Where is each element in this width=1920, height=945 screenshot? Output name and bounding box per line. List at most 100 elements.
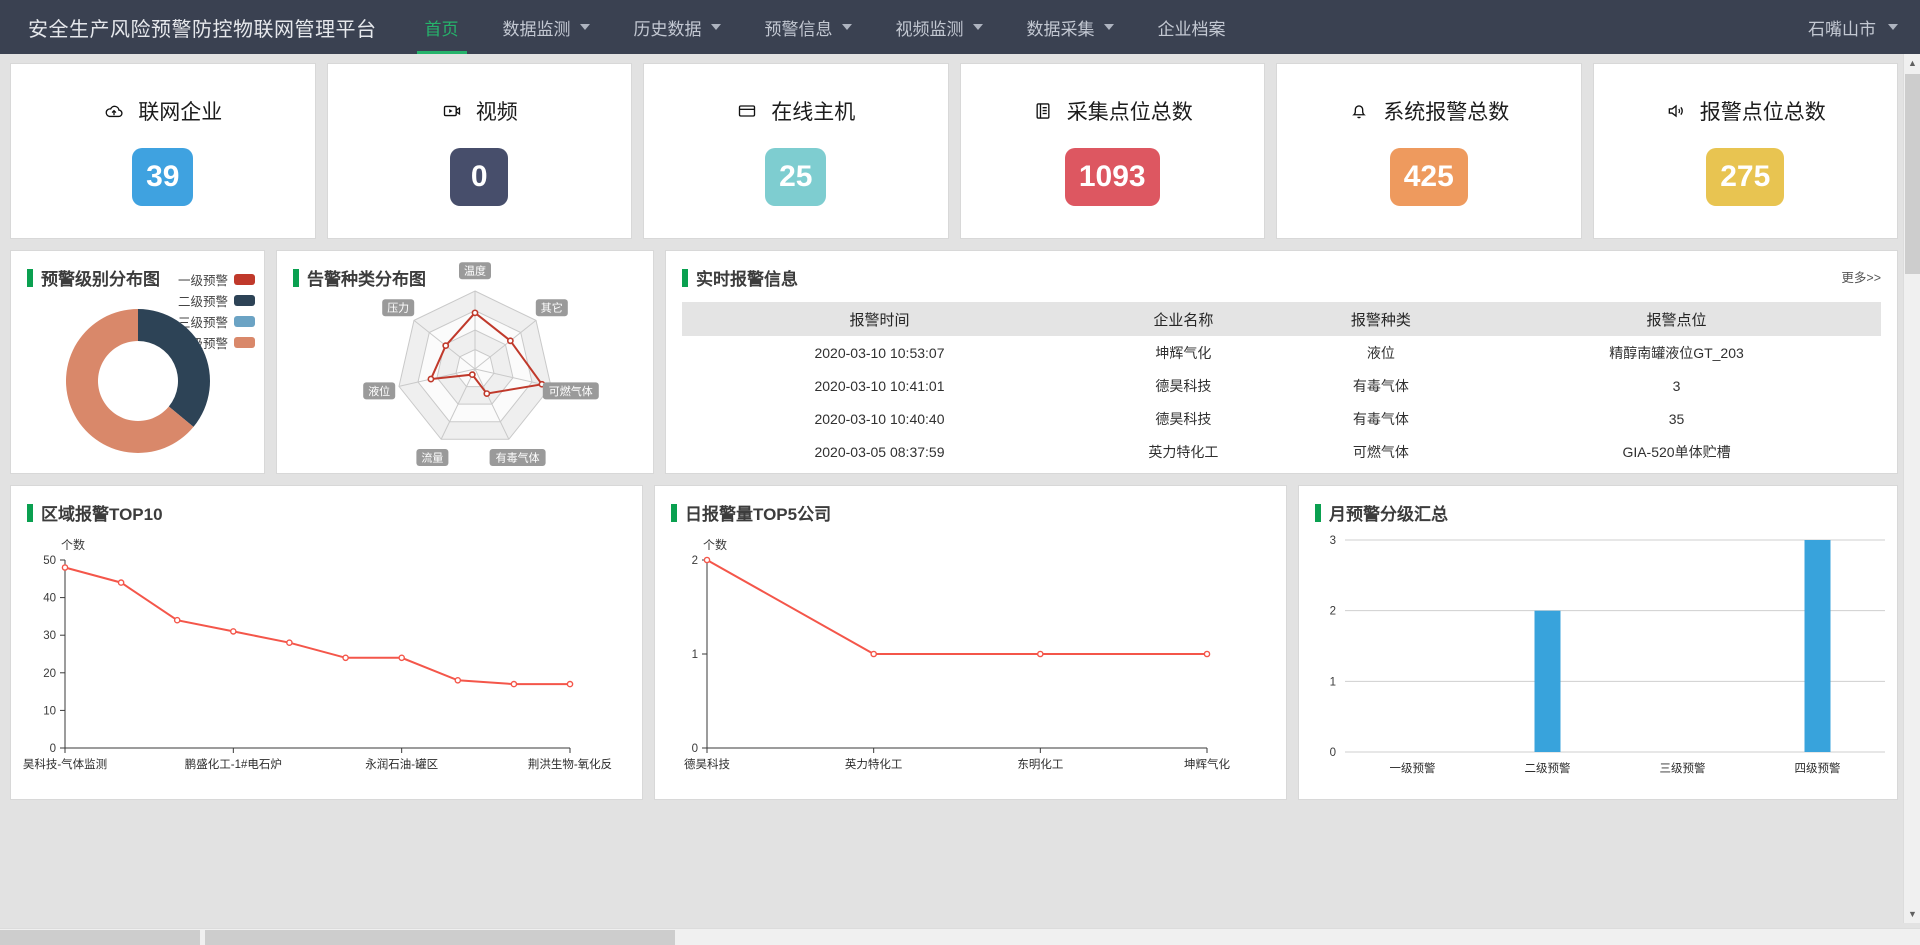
kpi-card-3[interactable]: 采集点位总数 1093	[959, 63, 1265, 239]
nav-item-3[interactable]: 预警信息	[743, 0, 874, 54]
nav-item-4[interactable]: 视频监测	[874, 0, 1005, 54]
table-cell: 英力特化工	[1148, 443, 1219, 460]
x-tick-label: 鹏盛化工-1#电石炉	[185, 757, 282, 771]
table-row[interactable]: 2020-03-05 08:37:59 英力特化工 可燃气体 GIA-520单体贮槽	[682, 435, 1881, 468]
chevron-down-icon	[841, 24, 852, 30]
bottom-row: 区域报警TOP10 0 10 20 30 40 50 个数 昊科技-气体监测 鹏盛化工-1#电石…	[10, 485, 1898, 800]
horizontal-scrollbar[interactable]	[0, 928, 1920, 945]
table-cell: 德昊科技	[1155, 377, 1212, 394]
kpi-value-badge: 25	[765, 148, 827, 206]
kpi-card-5[interactable]: 报警点位总数 275	[1592, 63, 1898, 239]
kpi-label: 系统报警总数	[1383, 101, 1510, 124]
nav-item-2[interactable]: 历史数据	[612, 0, 743, 54]
y-tick-label: 3	[1330, 535, 1336, 547]
scroll-down-arrow-icon[interactable]: ▼	[1904, 905, 1920, 923]
table-cell: 3	[1672, 377, 1681, 394]
table-col-header-1: 企业名称	[1076, 302, 1290, 336]
table-cell: GIA-520单体贮槽	[1622, 443, 1731, 460]
y-tick-label: 40	[43, 593, 56, 605]
region-selector[interactable]: 石嘴山市	[1808, 0, 1920, 54]
radar-spoke-3	[474, 368, 510, 440]
nav-item-1[interactable]: 数据监测	[481, 0, 612, 54]
line-point-1	[117, 579, 125, 586]
radar-axis-label-3: 有毒气体	[489, 449, 546, 466]
title-accent-bar	[671, 503, 677, 522]
nav-item-label: 数据采集	[1026, 19, 1095, 39]
more-link[interactable]: 更多>>	[1841, 271, 1881, 285]
table-cell: 液位	[1366, 344, 1395, 361]
radar-series	[429, 311, 544, 395]
kpi-header: 联网企业	[103, 96, 222, 126]
nav-item-6[interactable]: 企业档案	[1136, 0, 1248, 54]
radar-axis-label-text: 流量	[421, 451, 443, 465]
line-series	[706, 559, 1207, 655]
donut-slice-1	[138, 309, 210, 427]
table-row[interactable]: 2020-03-10 10:41:01 德昊科技 有毒气体 3	[682, 369, 1881, 402]
radar-point-0	[471, 309, 479, 317]
radar-spoke-1	[474, 319, 537, 370]
y-tick-label: 20	[43, 668, 56, 680]
table-cell: 有毒气体	[1352, 410, 1409, 427]
kpi-label: 采集点位总数	[1066, 101, 1193, 124]
horizontal-scrollbar-thumb[interactable]	[205, 930, 675, 945]
table-header-row: 报警时间 企业名称 报警种类 报警点位	[682, 302, 1881, 336]
kpi-card-1[interactable]: 视频 0	[326, 63, 632, 239]
legend-swatch	[234, 337, 255, 348]
kpi-card-0[interactable]: 联网企业 39	[10, 63, 316, 239]
legend-item-1[interactable]: 二级预警	[178, 290, 255, 311]
donut-slice-3	[66, 309, 194, 453]
nav-item-5[interactable]: 数据采集	[1005, 0, 1136, 54]
horizontal-scrollbar-left-block[interactable]	[0, 930, 200, 945]
legend-item-0[interactable]: 一级预警	[178, 269, 255, 290]
x-tick-label: 一级预警	[1390, 761, 1436, 775]
nav-item-0[interactable]: 首页	[403, 0, 481, 54]
line-point-7	[454, 676, 462, 684]
month-alarm-summary-chart: 0 1 2 3 一级预警 二级预警 三级预警 四级预警	[1330, 535, 1885, 775]
vertical-scrollbar-thumb[interactable]	[1905, 74, 1920, 274]
bell-icon	[1348, 100, 1370, 122]
line-point-0	[703, 556, 711, 564]
radar-axis-label-2: 可燃气体	[542, 382, 599, 400]
table-cell: 德昊科技	[1155, 410, 1212, 427]
title-accent-bar	[682, 268, 688, 287]
panel-title: 月预警分级汇总	[1299, 486, 1897, 525]
table-head: 报警时间 企业名称 报警种类 报警点位	[682, 302, 1881, 336]
daily-alarm-top5-panel: 日报警量TOP5公司 0 1 2 个数 德昊科技 英力特化工 东明化工 坤辉气化	[654, 485, 1287, 800]
kpi-label: 报警点位总数	[1699, 101, 1826, 124]
panel-title-text: 区域报警TOP10	[41, 505, 163, 524]
legend-item-2[interactable]: 三级预警	[178, 311, 255, 332]
vertical-scrollbar[interactable]: ▲ ▼	[1903, 54, 1920, 923]
nav-item-label: 首页	[424, 19, 459, 39]
y-tick-label: 2	[692, 555, 698, 567]
panel-title-text: 告警种类分布图	[307, 270, 426, 289]
table-col-header-0: 报警时间	[682, 302, 1077, 336]
line-point-8	[510, 680, 518, 688]
line-point-4	[286, 639, 293, 646]
kpi-card-2[interactable]: 在线主机 25	[643, 63, 949, 239]
y-tick-label: 0	[1330, 747, 1336, 759]
chevron-down-icon	[579, 24, 590, 30]
y-tick-label: 0	[692, 743, 698, 755]
x-tick-label: 永润石油-罐区	[365, 757, 438, 771]
x-tick-label: 三级预警	[1660, 761, 1706, 775]
radar-spoke-2	[474, 368, 552, 387]
table-row[interactable]: 2020-03-10 10:40:40 德昊科技 有毒气体 35	[682, 402, 1881, 435]
radar-axis-label-5: 液位	[363, 382, 396, 400]
bar-3	[1804, 540, 1831, 752]
kpi-card-4[interactable]: 系统报警总数 425	[1276, 63, 1582, 239]
kpi-value-badge: 1093	[1064, 148, 1160, 206]
title-accent-bar	[1315, 503, 1321, 522]
table-cell: 35	[1668, 410, 1685, 427]
kpi-label: 视频	[475, 101, 518, 124]
scroll-up-arrow-icon[interactable]: ▲	[1904, 54, 1920, 72]
mid-row: 预警级别分布图 一级预警 二级预警 三级预警 四级预警 告警种类分布图 温度 其它 可燃气…	[10, 250, 1898, 474]
realtime-alarm-table: 报警时间 企业名称 报警种类 报警点位 2020-03-10 10:53:07 坤辉气化…	[682, 302, 1881, 468]
chevron-down-icon	[1103, 24, 1114, 30]
legend-label: 一级预警	[177, 274, 228, 288]
legend-swatch	[234, 295, 255, 306]
area-alarm-top10-panel: 区域报警TOP10 0 10 20 30 40 50 个数 昊科技-气体监测 鹏盛化工-1#电石…	[10, 485, 643, 800]
x-tick-label: 东明化工	[1017, 757, 1063, 771]
radar-point-3	[483, 390, 491, 397]
table-row[interactable]: 2020-03-10 10:53:07 坤辉气化 液位 精醇南罐液位GT_203	[682, 336, 1881, 369]
